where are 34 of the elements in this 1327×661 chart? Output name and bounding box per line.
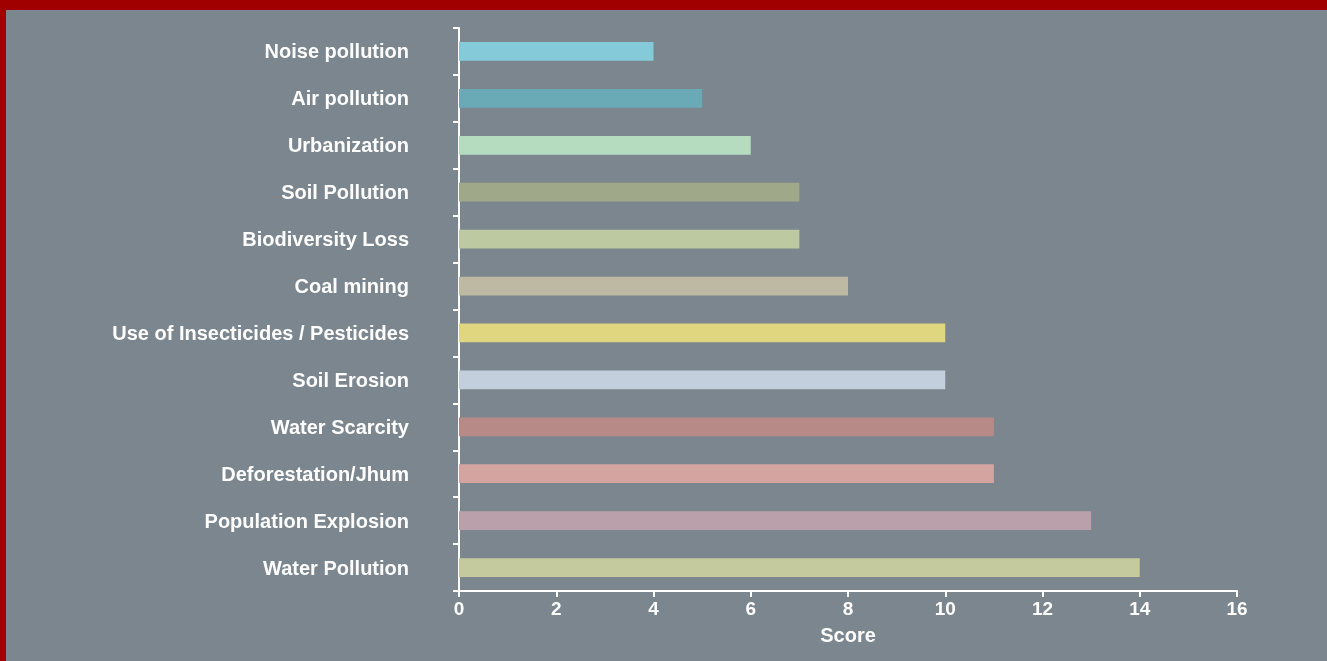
- x-tick-label: 6: [745, 598, 757, 619]
- bar: [459, 511, 1092, 531]
- y-tick-label: Deforestation/Jhum: [221, 462, 409, 485]
- x-tick-label: 2: [550, 598, 562, 619]
- y-tick-label: Biodiversity Loss: [242, 228, 409, 251]
- bar: [459, 182, 800, 202]
- y-tick-label: Population Explosion: [204, 509, 409, 532]
- y-tick-label: Air pollution: [291, 87, 409, 110]
- x-tick-label: 10: [934, 598, 956, 619]
- y-tick-label: Urbanization: [287, 134, 409, 157]
- x-tick-label: 14: [1129, 598, 1151, 619]
- bar: [459, 417, 994, 437]
- y-tick-label: Coal mining: [294, 275, 409, 298]
- bar: [459, 323, 946, 343]
- y-tick-label: Soil Pollution: [281, 181, 409, 204]
- bar: [459, 229, 800, 249]
- bar: [459, 135, 751, 155]
- x-tick-label: 8: [842, 598, 854, 619]
- x-tick-label: 16: [1226, 598, 1248, 619]
- y-tick-label: Water Pollution: [263, 556, 409, 579]
- x-tick-label: 12: [1031, 598, 1054, 619]
- bar: [459, 42, 654, 61]
- x-axis-title: Score: [820, 624, 876, 646]
- y-tick-label: Soil Erosion: [292, 368, 409, 391]
- y-tick-label: Use of Insecticides / Pesticides: [112, 321, 409, 344]
- bar: [459, 276, 848, 296]
- bar: [459, 558, 1140, 577]
- y-tick-label: Noise pollution: [264, 40, 409, 63]
- bar: [459, 370, 946, 390]
- x-tick-label: 4: [648, 598, 660, 619]
- x-tick-label: 0: [453, 598, 465, 619]
- bar: [459, 464, 994, 484]
- y-tick-label: Water Scarcity: [270, 415, 410, 438]
- bar: [459, 88, 703, 108]
